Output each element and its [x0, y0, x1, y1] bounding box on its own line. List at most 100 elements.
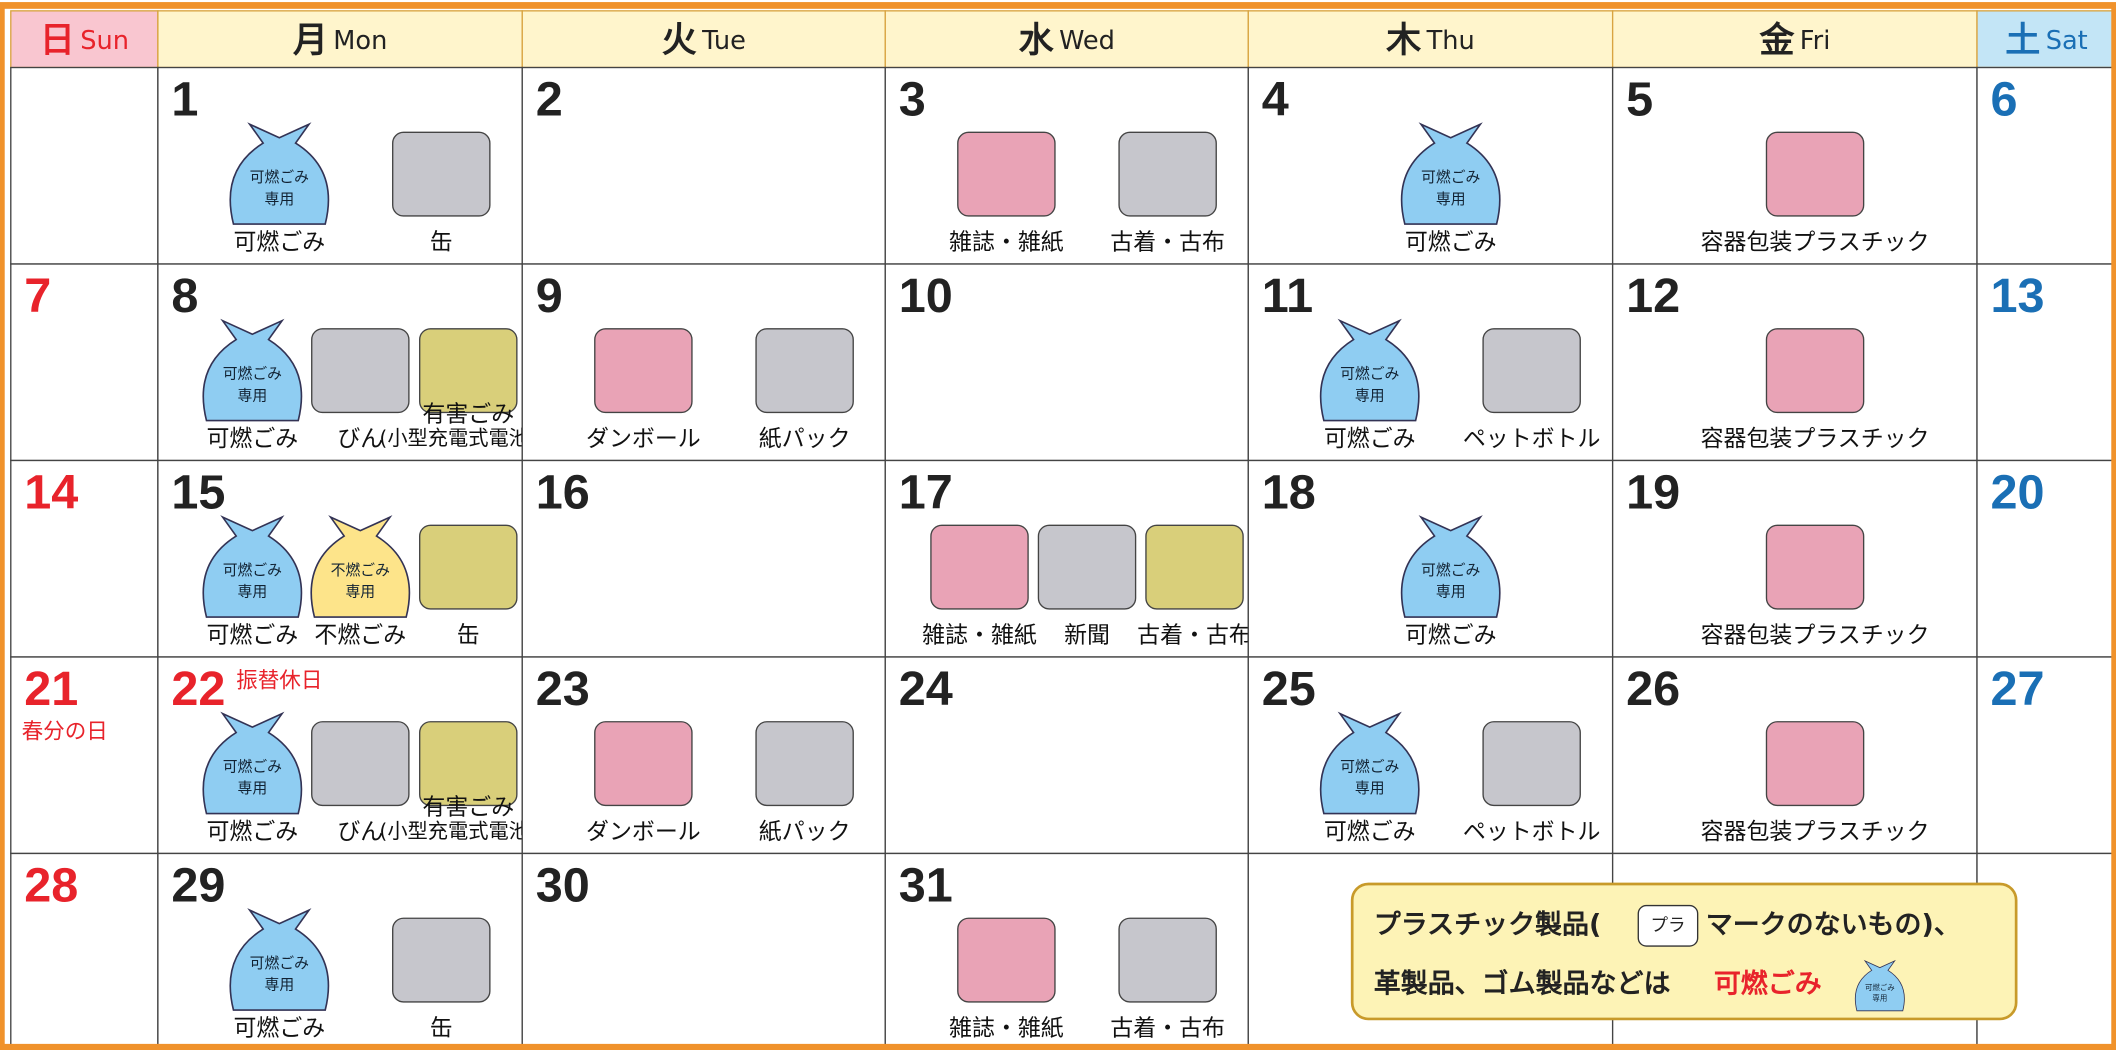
- day-number: 13: [1990, 269, 2044, 323]
- item-label: 可燃ごみ: [1405, 622, 1497, 648]
- bag-text: 専用: [238, 780, 268, 797]
- item-icon: [1118, 131, 1217, 217]
- day-cell: 9 ダンボール 紙パック: [521, 263, 886, 462]
- bag-icon: [1319, 318, 1420, 422]
- bag-icon: [229, 122, 330, 225]
- cell-border: [1976, 66, 2116, 265]
- day-cell: 21 春分の日: [10, 656, 159, 855]
- bag-text: 専用: [1436, 584, 1466, 601]
- day-cell: 12 容器包装プラスチック: [1611, 263, 1978, 462]
- item-label: 可燃ごみ: [206, 819, 298, 845]
- bag-icon: [229, 908, 330, 1011]
- bag-text: 専用: [1436, 191, 1466, 208]
- cell-border: [10, 656, 159, 855]
- bag-icon: [1400, 122, 1501, 225]
- item-label: 可燃ごみ: [233, 229, 325, 255]
- note-bg: [1350, 882, 2018, 1021]
- cell-border: [884, 263, 1249, 462]
- bag-text: 可燃ごみ: [1421, 561, 1480, 579]
- plastic-mark: [1637, 904, 1699, 947]
- day-number: 12: [1626, 269, 1680, 323]
- kanji: 金: [1758, 20, 1795, 61]
- bag-text: 可燃ごみ: [250, 954, 309, 972]
- bag-text: 専用: [345, 584, 375, 601]
- item-label: 缶: [457, 622, 480, 648]
- day-number: 2: [536, 72, 563, 126]
- header-cell: [1976, 10, 2116, 69]
- day-cell: 7: [10, 263, 159, 462]
- bag-icon: [1319, 711, 1420, 815]
- item-icon: [755, 328, 854, 414]
- item-icon: [1765, 328, 1865, 414]
- item-icon: [311, 721, 410, 807]
- header-cell: [157, 10, 523, 69]
- bag-icon: [202, 711, 303, 815]
- bag-text: 専用: [1872, 993, 1887, 1003]
- day-cell: 15可燃ごみ専用可燃ごみ不燃ごみ専用不燃ごみ缶: [157, 459, 523, 658]
- cell-border: [10, 459, 159, 658]
- item-label: 可燃ごみ: [1324, 819, 1416, 845]
- day-number: 18: [1262, 465, 1316, 519]
- kanji: 月: [293, 20, 328, 61]
- english: Fri: [1800, 26, 1831, 56]
- day-number: 11: [1262, 269, 1313, 323]
- item-icon: [930, 524, 1029, 610]
- bag-text: 専用: [1355, 387, 1385, 404]
- bag-text: 可燃ごみ: [250, 168, 309, 186]
- item-icon: [419, 524, 518, 610]
- kanji: 日: [40, 20, 75, 61]
- cell-border: [521, 459, 886, 658]
- cell-border: [1976, 656, 2116, 855]
- item-label: 容器包装プラスチック: [1701, 819, 1930, 845]
- item-label: 不燃ごみ: [314, 622, 406, 648]
- day-number: 5: [1626, 72, 1653, 126]
- day-cell: 26 容器包装プラスチック: [1611, 656, 1978, 855]
- day-number: 27: [1990, 662, 2044, 716]
- item-label: 缶: [430, 1015, 453, 1041]
- item-icon: [1765, 131, 1865, 217]
- day-number: 14: [24, 465, 78, 519]
- day-cell: 28: [10, 852, 159, 1050]
- english: Sun: [80, 26, 129, 56]
- item-label: 新聞: [1064, 622, 1110, 648]
- bag-text: 可燃ごみ: [223, 365, 282, 383]
- day-cell: 31 雑誌・雑紙 古着・古布: [884, 852, 1249, 1050]
- item-label: びん: [337, 819, 383, 845]
- bag-text: 専用: [265, 977, 295, 994]
- day-number: 24: [899, 662, 953, 716]
- day-number: 25: [1262, 662, 1316, 716]
- item-label: 雑誌・雑紙: [949, 229, 1064, 255]
- english: Tue: [701, 26, 746, 56]
- day-number: 10: [899, 269, 953, 323]
- item-label: 雑誌・雑紙: [949, 1015, 1064, 1041]
- header-label: 日 Sun: [40, 20, 129, 61]
- item-label: 可燃ごみ: [206, 426, 298, 452]
- bag-text: 不燃ごみ: [331, 561, 390, 579]
- day-cell: 1可燃ごみ専用可燃ごみ缶: [157, 66, 523, 265]
- cell-border: [521, 852, 886, 1050]
- header-label: 木 Thu: [1385, 20, 1475, 61]
- item-label: 可燃ごみ: [1324, 426, 1416, 452]
- item-label: 古着・古布: [1110, 1015, 1225, 1041]
- bag-text: 専用: [238, 584, 268, 601]
- bag-text: 可燃ごみ: [223, 561, 282, 579]
- plastic-mark-text: プラ: [1650, 916, 1685, 936]
- day-number: 17: [899, 465, 953, 519]
- bag-icon: [1854, 959, 1905, 1012]
- item-label: 容器包装プラスチック: [1701, 229, 1930, 255]
- header-label: 月 Mon: [293, 20, 388, 61]
- day-number: 29: [171, 858, 225, 912]
- note-box: プラスチック製品(プラ マークのないもの)、革製品、ゴム製品などは 可燃ごみ 可燃ごみ…: [1350, 882, 2018, 1021]
- holiday-name: 振替休日: [236, 668, 322, 693]
- bag-icon: [310, 515, 411, 618]
- day-cell: 30: [521, 852, 886, 1050]
- item-label: 可燃ごみ: [1405, 229, 1497, 255]
- day-cell: 10: [884, 263, 1249, 462]
- holiday-name: 春分の日: [22, 720, 108, 745]
- item-icon: [1118, 917, 1217, 1003]
- day-cell: 24: [884, 656, 1249, 855]
- day-number: 7: [24, 269, 51, 323]
